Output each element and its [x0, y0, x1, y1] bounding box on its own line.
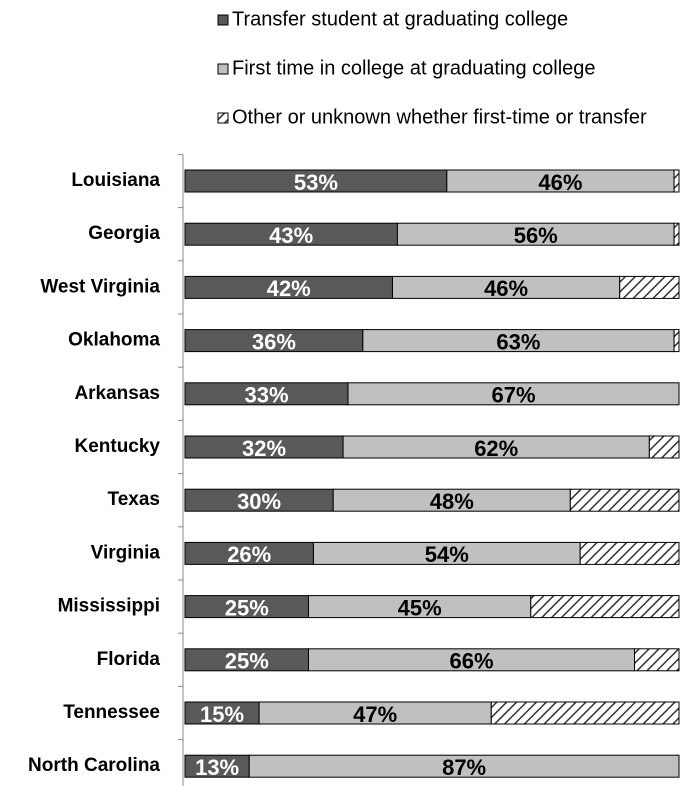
bar-segment	[248, 754, 680, 778]
category-label: Texas	[108, 489, 160, 510]
category-label: Virginia	[91, 542, 161, 563]
bar-segment	[579, 541, 680, 565]
category-label: Georgia	[88, 223, 160, 244]
legend-label: First time in college at graduating coll…	[232, 57, 596, 79]
category-label: Oklahoma	[68, 330, 160, 351]
bar-segment	[490, 701, 680, 725]
category-label: Arkansas	[74, 383, 160, 404]
bar-segment	[673, 169, 680, 193]
bar-segment	[673, 222, 680, 246]
bar-segment	[634, 648, 680, 672]
data-label: 25%	[225, 649, 269, 674]
data-label: 42%	[267, 276, 311, 301]
data-label: 66%	[449, 649, 493, 674]
data-label: 30%	[237, 489, 281, 514]
category-label: Florida	[97, 649, 161, 670]
category-label: Tennessee	[63, 702, 160, 723]
bar-segment	[569, 488, 680, 512]
data-label: 47%	[353, 702, 397, 727]
data-label: 45%	[398, 595, 442, 620]
data-label: 13%	[195, 755, 239, 780]
data-label: 32%	[242, 436, 286, 461]
legend-swatch	[217, 112, 229, 124]
legend-swatch	[217, 14, 229, 26]
bar-segment	[619, 275, 680, 299]
legend-label: Transfer student at graduating college	[232, 8, 568, 30]
data-label: 87%	[442, 755, 486, 780]
data-label: 33%	[244, 383, 288, 408]
data-label: 36%	[252, 329, 296, 354]
data-label: 63%	[496, 329, 540, 354]
category-label: North Carolina	[28, 755, 160, 776]
bar-segment	[530, 595, 680, 619]
category-label: Mississippi	[58, 596, 160, 617]
bar-segment	[673, 329, 680, 353]
data-label: 67%	[491, 383, 535, 408]
data-label: 43%	[269, 223, 313, 248]
data-label: 46%	[538, 170, 582, 195]
data-label: 62%	[474, 436, 518, 461]
category-label: Kentucky	[74, 436, 160, 457]
category-label: Louisiana	[71, 170, 160, 191]
data-label: 25%	[225, 595, 269, 620]
category-label: West Virginia	[40, 276, 160, 297]
data-label: 46%	[484, 276, 528, 301]
data-label: 56%	[514, 223, 558, 248]
data-label: 48%	[430, 489, 474, 514]
bar-segment	[347, 382, 680, 406]
bar-segment	[648, 435, 680, 459]
data-label: 54%	[425, 542, 469, 567]
data-label: 53%	[294, 170, 338, 195]
data-label: 15%	[200, 702, 244, 727]
data-label: 26%	[227, 542, 271, 567]
legend-label: Other or unknown whether first-time or t…	[232, 106, 647, 128]
legend-swatch	[217, 63, 229, 75]
